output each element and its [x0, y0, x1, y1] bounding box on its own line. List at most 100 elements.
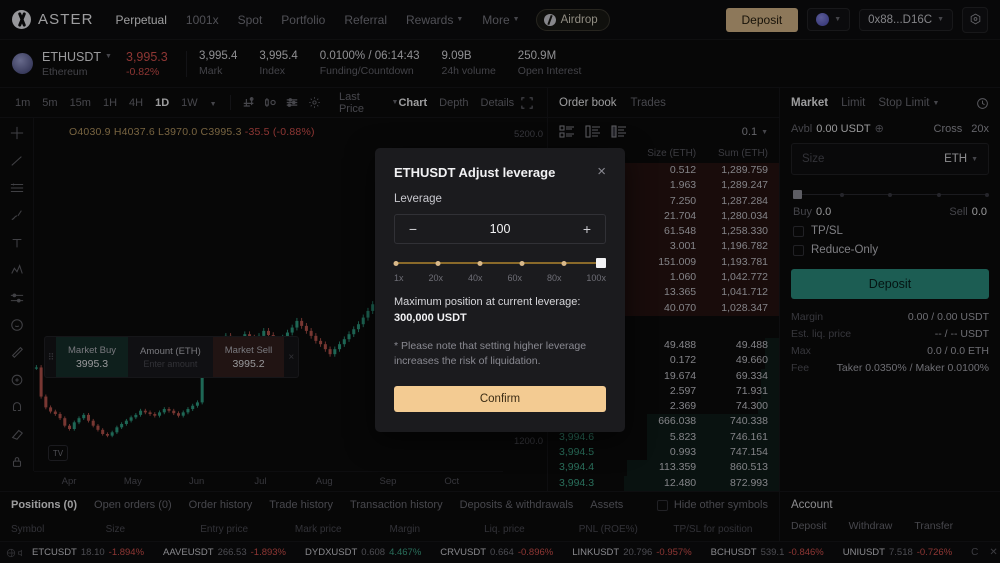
leverage-decrement-button[interactable]: −: [408, 221, 418, 237]
eraser-icon[interactable]: [7, 425, 27, 443]
account-action-deposit[interactable]: Deposit: [791, 520, 827, 532]
price-source-selector[interactable]: Last Price ▼: [339, 91, 398, 115]
zoom-in-icon[interactable]: [7, 371, 27, 389]
timeframe-1D[interactable]: 1D: [155, 96, 170, 109]
tradingview-logo-icon[interactable]: TV: [48, 445, 68, 461]
market-buy-button[interactable]: Market Buy 3995.3: [56, 337, 129, 377]
account-action-withdraw[interactable]: Withdraw: [848, 520, 893, 532]
order-type-stop-limit[interactable]: Stop Limit ▼: [878, 97, 939, 109]
indicators-icon[interactable]: [281, 93, 303, 113]
timeframe-5m[interactable]: 5m: [42, 96, 58, 109]
bottom-tab-trade-history[interactable]: Trade history: [269, 499, 334, 511]
fullscreen-icon[interactable]: [516, 93, 538, 113]
measure-icon[interactable]: [7, 343, 27, 361]
nav-link-portfolio[interactable]: Portfolio: [281, 13, 325, 27]
airdrop-button[interactable]: Airdrop: [535, 8, 610, 31]
size-input[interactable]: Size ETH ▼: [791, 143, 989, 175]
nav-link-1001x[interactable]: 1001x: [186, 13, 219, 27]
account-action-transfer[interactable]: Transfer: [914, 520, 954, 532]
text-icon[interactable]: [7, 234, 27, 252]
timeframe-1m[interactable]: 1m: [15, 96, 31, 109]
hide-other-symbols-toggle[interactable]: Hide other symbols: [656, 499, 768, 511]
orderbook-row[interactable]: 3,994.5 0.993 747.154: [548, 445, 779, 461]
margin-settings[interactable]: Cross 20x: [934, 123, 989, 135]
nav-link-rewards[interactable]: Rewards ▼: [406, 13, 463, 27]
tpsl-checkbox-row[interactable]: TP/SL: [780, 218, 1000, 237]
bottom-tab-deposits-withdrawals[interactable]: Deposits & withdrawals: [459, 499, 574, 511]
close-icon[interactable]: ×: [597, 163, 606, 180]
add-funds-icon[interactable]: ⊕: [874, 123, 884, 135]
ticker-item[interactable]: AAVEUSDT 266.53 -1.893%: [163, 547, 286, 558]
slider-node[interactable]: [936, 192, 941, 197]
slider-knob[interactable]: [793, 190, 802, 199]
symbol-name-row[interactable]: ETHUSDT ▼: [42, 50, 116, 64]
deposit-button-top[interactable]: Deposit: [725, 7, 799, 32]
leverage-slider-node[interactable]: [393, 260, 399, 266]
ticker-item[interactable]: ETCUSDT 18.10 -1.894%: [32, 547, 144, 558]
leverage-slider-node[interactable]: [561, 260, 567, 266]
leverage-slider[interactable]: [393, 258, 606, 268]
chart-type-icon[interactable]: [238, 93, 260, 113]
timeframe-1W[interactable]: 1W: [181, 96, 198, 109]
timeframe-4H[interactable]: 4H: [129, 96, 144, 109]
size-slider[interactable]: [793, 189, 989, 201]
globe-icon[interactable]: [6, 548, 16, 558]
order-history-icon[interactable]: [976, 97, 989, 110]
reduce-only-checkbox[interactable]: [793, 244, 804, 256]
panel-deposit-button[interactable]: Deposit: [791, 269, 989, 299]
timeframe-more-button[interactable]: ▼: [209, 100, 217, 108]
ticker-item[interactable]: CRVUSDT 0.664 -0.896%: [440, 547, 553, 558]
brand-logo[interactable]: ASTER: [12, 10, 94, 29]
candles-icon[interactable]: [259, 93, 281, 113]
bottom-tab-order-history[interactable]: Order history: [188, 499, 253, 511]
bottom-tab-positions-0-[interactable]: Positions (0): [11, 499, 78, 511]
bottom-tab-assets[interactable]: Assets: [590, 499, 624, 511]
drag-handle-icon[interactable]: ⠿: [47, 351, 55, 362]
sound-icon[interactable]: [16, 548, 26, 558]
chart-view-chart[interactable]: Chart: [398, 96, 428, 109]
hide-symbols-checkbox[interactable]: [656, 499, 668, 511]
bottom-tab-open-orders-0-[interactable]: Open orders (0): [94, 499, 172, 511]
nav-link-referral[interactable]: Referral: [344, 13, 387, 27]
market-sell-button[interactable]: Market Sell 3995.2: [212, 337, 285, 377]
trendline-icon[interactable]: [7, 151, 27, 169]
bottom-tab-transaction-history[interactable]: Transaction history: [350, 499, 443, 511]
orderbook-grouping-selector[interactable]: 0.1 ▼: [742, 126, 768, 138]
timeframe-1H[interactable]: 1H: [102, 96, 118, 109]
discord-icon[interactable]: C: [971, 547, 979, 558]
widget-amount-input[interactable]: Amount (ETH) Enter amount: [128, 337, 213, 377]
nav-link-perpetual[interactable]: Perpetual: [116, 13, 167, 27]
patterns-icon[interactable]: [7, 261, 27, 279]
emoji-icon[interactable]: [7, 316, 27, 334]
crosshair-icon[interactable]: [7, 124, 27, 142]
orderbook-row[interactable]: 3,994.4 113.359 860.513: [548, 460, 779, 476]
orderbook-bids-icon[interactable]: [585, 125, 601, 139]
slider-node[interactable]: [888, 192, 892, 197]
wallet-address-button[interactable]: 0x88...D16C ▼: [859, 8, 953, 31]
order-type-market[interactable]: Market: [791, 97, 828, 109]
settings-button[interactable]: [962, 6, 988, 33]
ticker-item[interactable]: LINKUSDT 20.796 -0.957%: [572, 547, 691, 558]
orderbook-tab-order-book[interactable]: Order book: [559, 96, 617, 109]
leverage-slider-node[interactable]: [477, 260, 483, 266]
chain-selector[interactable]: ▼: [807, 8, 851, 31]
ticker-item[interactable]: DYDXUSDT 0.608 4.467%: [305, 547, 421, 558]
orderbook-row[interactable]: 3,994.6 5.823 746.161: [548, 429, 779, 446]
ticker-item[interactable]: UNIUSDT 7.518 -0.726%: [843, 547, 952, 558]
leverage-increment-button[interactable]: +: [582, 221, 592, 237]
orderbook-both-icon[interactable]: [559, 125, 575, 139]
slider-node[interactable]: [839, 192, 844, 197]
lock-icon[interactable]: [7, 453, 27, 471]
leverage-slider-knob[interactable]: [596, 258, 606, 268]
leverage-value[interactable]: 100: [489, 222, 511, 236]
symbol-selector[interactable]: ETHUSDT ▼ Ethereum: [42, 50, 116, 78]
slider-node[interactable]: [985, 192, 989, 197]
timeframe-15m[interactable]: 15m: [69, 96, 91, 109]
brush-icon[interactable]: [7, 206, 27, 224]
chart-view-details[interactable]: Details: [480, 96, 515, 109]
chart-view-depth[interactable]: Depth: [439, 96, 469, 109]
orderbook-row[interactable]: 3,994.3 12.480 872.993: [548, 475, 779, 491]
reduce-only-checkbox-row[interactable]: Reduce-Only: [780, 237, 1000, 256]
nav-link-spot[interactable]: Spot: [238, 13, 263, 27]
